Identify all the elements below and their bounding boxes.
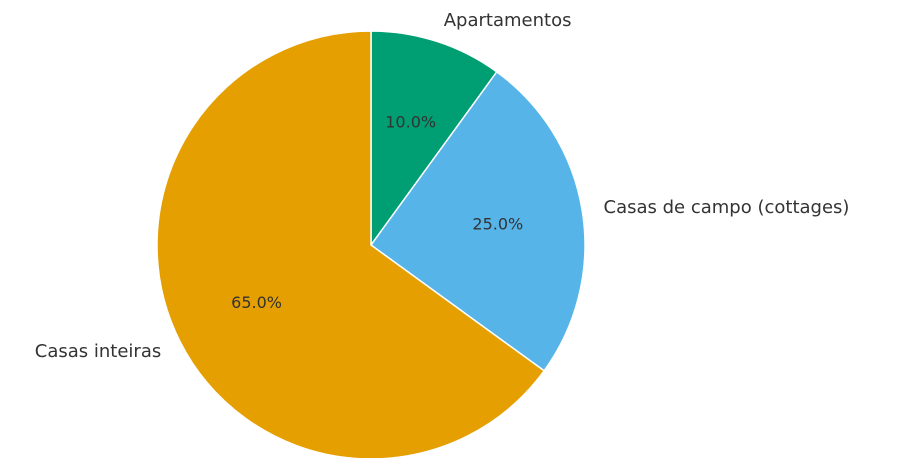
slice-value-label: 25.0% <box>472 214 523 233</box>
pie-slice <box>370 30 498 248</box>
slice-label: Apartamentos <box>444 10 572 31</box>
pie-slice <box>156 30 546 458</box>
slice-label: Casas inteiras <box>35 341 161 362</box>
slice-value-label: 65.0% <box>231 293 282 312</box>
pie-slice <box>369 70 586 372</box>
slice-label: Casas de campo (cottages) <box>604 197 850 218</box>
slice-value-label: 10.0% <box>385 112 436 131</box>
